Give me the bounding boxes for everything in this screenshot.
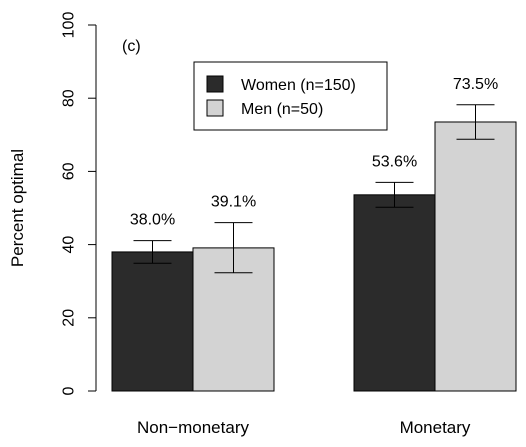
data-label: 53.6% — [372, 153, 417, 170]
bars-group — [111, 121, 517, 392]
legend-swatch — [206, 99, 224, 117]
panel-label: (c) — [122, 38, 141, 55]
y-tick-label: 20 — [61, 309, 78, 327]
y-axis: 0 20 40 60 80 100 — [61, 12, 97, 395]
y-tick-label: 40 — [61, 236, 78, 254]
legend-box — [193, 61, 388, 131]
legend-label: Men (n=50) — [241, 101, 323, 118]
bar — [111, 251, 194, 392]
data-label: 39.1% — [211, 194, 256, 211]
y-tick-label: 80 — [61, 89, 78, 107]
legend: Women (n=150) Men (n=50) — [193, 61, 388, 131]
legend-label: Women (n=150) — [241, 77, 356, 94]
category-label: Monetary — [400, 418, 471, 437]
category-labels-group: Non−monetary Monetary — [137, 418, 471, 437]
data-label: 38.0% — [130, 212, 175, 229]
bar — [353, 194, 436, 392]
data-labels-group: 38.0% 53.6% 39.1% 73.5% — [130, 76, 498, 229]
y-tick-label: 60 — [61, 162, 78, 180]
error-bars-group — [133, 104, 495, 274]
y-axis-title: Percent optimal — [8, 149, 27, 267]
y-tick-label: 100 — [61, 12, 78, 39]
data-label: 73.5% — [453, 76, 498, 93]
legend-swatch — [206, 75, 224, 93]
category-label: Non−monetary — [137, 418, 249, 437]
bar — [434, 121, 517, 392]
y-tick-label: 0 — [61, 386, 78, 395]
